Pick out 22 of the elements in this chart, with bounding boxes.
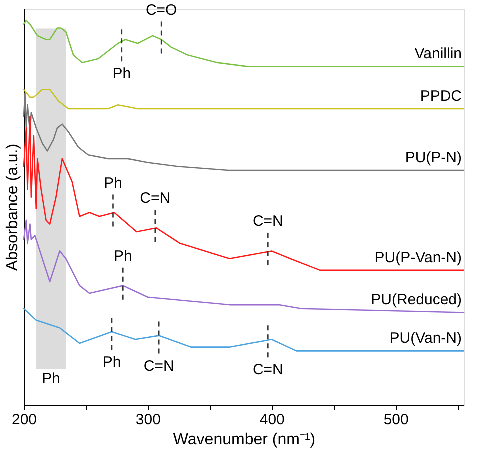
annotation: Ph <box>114 248 132 265</box>
annotation: C=N <box>144 358 174 375</box>
x-tick-label: 200 <box>12 412 38 428</box>
band-label: Ph <box>42 370 60 388</box>
y-axis-title: Absorbance (a.u.) <box>4 144 22 272</box>
x-tick-label: 400 <box>260 412 285 428</box>
x-tick-label: 300 <box>136 412 161 428</box>
series-label: PU(Van-N) <box>390 330 462 348</box>
annotation: C=N <box>252 213 284 230</box>
series-label: PU(P-Van-N) <box>374 249 462 266</box>
x-tick-label: 500 <box>384 412 409 428</box>
annotation: C=O <box>146 2 178 19</box>
series-label: PPDC <box>420 88 462 105</box>
series-label: Vanillin <box>414 46 462 63</box>
annotation: Ph <box>104 174 122 192</box>
annotation: Ph <box>112 66 132 83</box>
x-axis-title: Wavenumber (nm⁻¹) <box>173 432 316 448</box>
series-label: PU(P-N) <box>405 149 462 166</box>
series-label: PU(Reduced) <box>371 292 462 309</box>
annotation: Ph <box>102 354 122 371</box>
annotation: C=N <box>252 362 284 379</box>
annotation: C=N <box>140 190 171 208</box>
